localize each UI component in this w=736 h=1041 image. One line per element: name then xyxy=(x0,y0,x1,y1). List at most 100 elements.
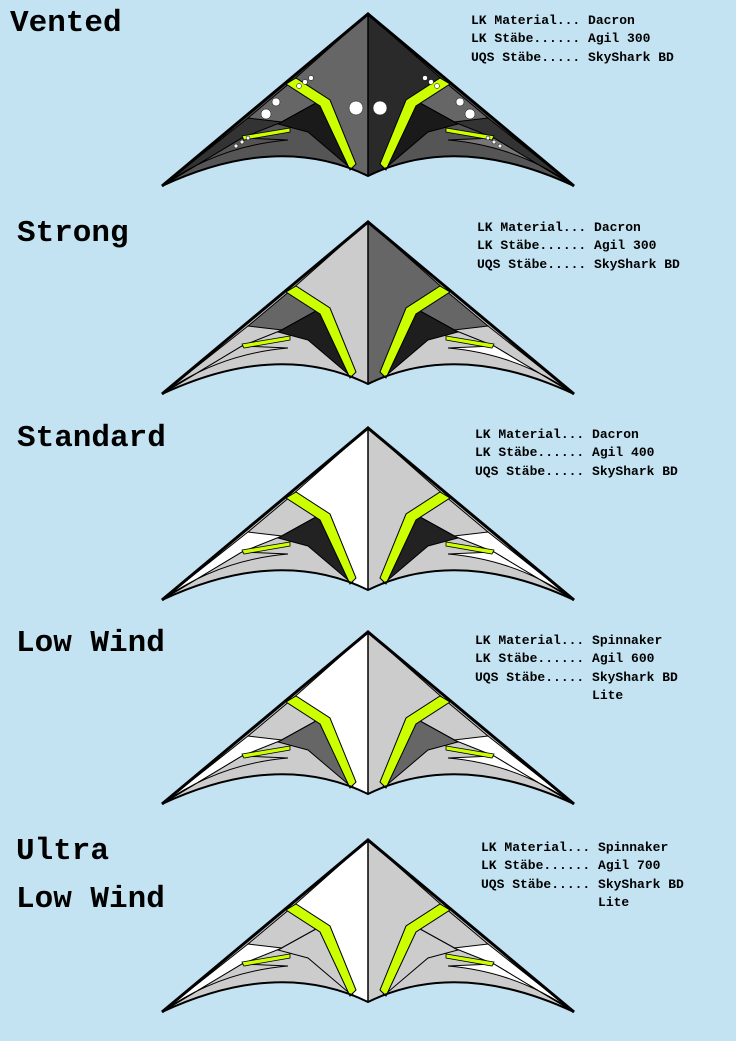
trailing-panel-right xyxy=(447,963,575,1013)
accent-stripe-left xyxy=(285,695,357,789)
kite-illustration xyxy=(161,220,575,396)
spec-value: Dacron xyxy=(588,13,635,28)
accent-stripe-left xyxy=(285,285,357,379)
spec-list: LK Material... Dacron LK Stäbe...... Agil… xyxy=(475,426,678,481)
spec-value: SkyShark BD xyxy=(598,876,684,892)
spec-value: Agil 300 xyxy=(594,238,657,254)
spec-label: LK Material... xyxy=(471,13,581,28)
spec-row: UQS Stäbe..... SkyShark BD xyxy=(477,256,680,274)
spec-row: LK Material... Lite xyxy=(475,687,678,705)
accent-thin-right xyxy=(445,541,495,555)
accent-thin-left xyxy=(241,745,291,759)
spec-row: LK Stäbe...... Agil 600 xyxy=(475,650,678,668)
trailing-panel-left xyxy=(161,551,289,601)
vent-hole xyxy=(239,139,245,145)
spec-label: LK Material... xyxy=(477,220,587,235)
spec-list: LK Material... Dacron LK Stäbe...... Agil… xyxy=(471,12,674,67)
spec-label: UQS Stäbe..... xyxy=(475,669,585,685)
spec-row: LK Material... Spinnaker xyxy=(475,632,678,650)
vent-hole xyxy=(233,143,239,149)
spec-row: LK Stäbe...... Agil 300 xyxy=(477,237,680,255)
variant-title-line: Vented xyxy=(10,6,122,41)
variant-title-line: Low Wind xyxy=(16,626,165,661)
variant-title-line: Standard xyxy=(17,421,166,456)
accent-thin-left xyxy=(241,335,291,349)
trailing-panel-right xyxy=(447,551,575,601)
spec-value: SkyShark BD xyxy=(594,256,680,272)
accent-thin-right xyxy=(445,127,495,141)
spec-value: Agil 400 xyxy=(592,445,655,461)
variant-title-line: Ultra xyxy=(16,834,110,869)
variant-title: Standard xyxy=(17,415,166,463)
kite-illustration xyxy=(161,630,575,806)
spec-row: LK Material... Spinnaker xyxy=(481,839,684,857)
vent-hole xyxy=(428,79,434,85)
vent-hole xyxy=(308,75,314,81)
vent-hole xyxy=(497,143,503,149)
spec-row: UQS Stäbe..... SkyShark BD xyxy=(481,876,684,894)
spec-label: UQS Stäbe..... xyxy=(477,256,587,272)
accent-thin-right xyxy=(445,335,495,349)
variant-title: Strong xyxy=(17,210,129,258)
spec-value: Agil 300 xyxy=(588,31,651,47)
spec-label: LK Stäbe...... xyxy=(471,31,581,47)
accent-thin-left xyxy=(241,541,291,555)
kite-sail xyxy=(161,838,575,1014)
spec-value: Lite xyxy=(592,687,624,703)
kite-sail xyxy=(161,426,575,602)
spec-label: LK Material... xyxy=(481,840,591,855)
spec-row: LK Material... Dacron xyxy=(477,219,680,237)
accent-thin-right xyxy=(445,745,495,759)
kite-sail xyxy=(161,630,575,806)
vent-hole xyxy=(422,75,428,81)
spec-value: Spinnaker xyxy=(592,633,663,648)
spec-value: SkyShark BD xyxy=(588,49,674,65)
accent-thin-right xyxy=(445,953,495,967)
spec-row: LK Material... Dacron xyxy=(471,12,674,30)
spec-value: Agil 600 xyxy=(592,651,655,667)
kite-variant: Vented LK Material... Dacron LK Stäbe.....… xyxy=(0,0,736,206)
spec-value: Dacron xyxy=(592,427,639,442)
kite-illustration xyxy=(161,12,575,188)
trailing-panel-left xyxy=(161,137,289,187)
vent-hole xyxy=(491,139,497,145)
spec-row: LK Stäbe...... Agil 400 xyxy=(475,444,678,462)
trailing-panel-left xyxy=(161,755,289,805)
trailing-panel-right xyxy=(447,755,575,805)
variant-title-line: Strong xyxy=(17,216,129,251)
accent-thin-left xyxy=(241,953,291,967)
kite-variant: Standard LK Material... Dacron LK Stäbe...… xyxy=(0,412,736,618)
kite-variant: Low Wind LK Material... Spinnaker LK Stäbe… xyxy=(0,618,736,824)
kite-illustration xyxy=(161,838,575,1014)
spec-label: UQS Stäbe..... xyxy=(475,463,585,479)
spec-value: Dacron xyxy=(594,220,641,235)
vent-hole xyxy=(260,108,272,120)
kite-illustration xyxy=(161,426,575,602)
vent-hole xyxy=(271,97,281,107)
spec-label: LK Stäbe...... xyxy=(477,238,587,254)
accent-stripe-right xyxy=(379,695,451,789)
spec-label: LK Stäbe...... xyxy=(481,858,591,874)
vent-hole xyxy=(434,83,440,89)
accent-stripe-right xyxy=(379,903,451,997)
vent-hole xyxy=(455,97,465,107)
spec-row: LK Material... Dacron xyxy=(475,426,678,444)
vent-hole xyxy=(485,135,491,141)
trailing-panel-right xyxy=(447,345,575,395)
spec-label: LK Material... xyxy=(475,633,585,648)
spec-label: LK Material... xyxy=(475,427,585,442)
vent-hole xyxy=(245,135,251,141)
accent-stripe-right xyxy=(379,491,451,585)
spec-label: UQS Stäbe..... xyxy=(481,876,591,892)
accent-stripe-left xyxy=(285,77,357,171)
accent-thin-left xyxy=(241,127,291,141)
spec-label: LK Stäbe...... xyxy=(475,651,585,667)
accent-stripe-right xyxy=(379,77,451,171)
spec-value: SkyShark BD xyxy=(592,669,678,685)
spec-value: Agil 700 xyxy=(598,858,661,874)
vent-hole xyxy=(348,100,364,116)
vent-hole xyxy=(296,83,302,89)
accent-stripe-right xyxy=(379,285,451,379)
vent-hole xyxy=(464,108,476,120)
spec-label: UQS Stäbe..... xyxy=(471,49,581,65)
